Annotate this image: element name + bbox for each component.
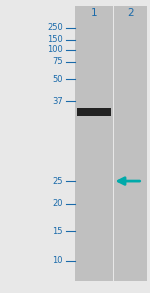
Text: 10: 10 xyxy=(52,256,63,265)
Text: 25: 25 xyxy=(52,177,63,185)
Text: 250: 250 xyxy=(47,23,63,32)
Text: 15: 15 xyxy=(52,227,63,236)
Text: 2: 2 xyxy=(127,8,134,18)
Text: 1: 1 xyxy=(90,8,97,18)
Text: 20: 20 xyxy=(52,199,63,208)
Text: 100: 100 xyxy=(47,45,63,54)
Bar xyxy=(76,108,111,116)
Bar xyxy=(114,6,147,281)
Text: 37: 37 xyxy=(52,97,63,105)
Text: 150: 150 xyxy=(47,35,63,44)
Text: 50: 50 xyxy=(52,75,63,84)
Bar xyxy=(75,6,112,281)
Text: 75: 75 xyxy=(52,57,63,66)
